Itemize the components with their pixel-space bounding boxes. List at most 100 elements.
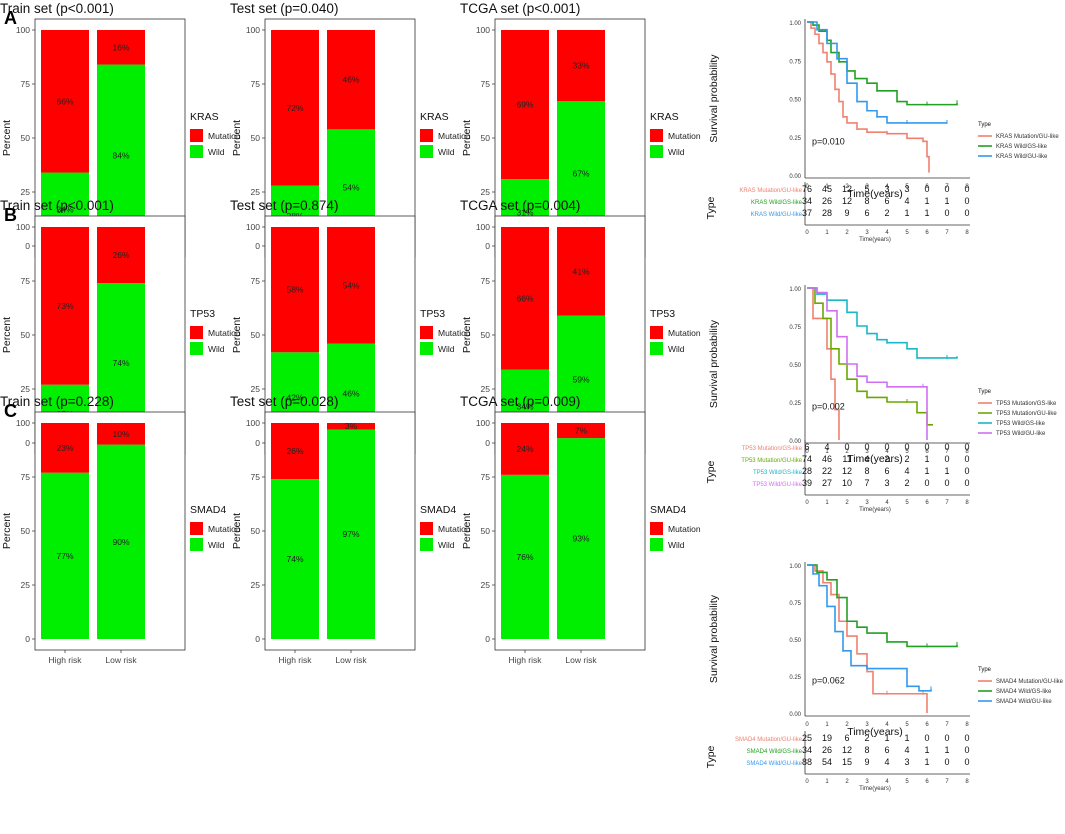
survival-x-tick-label: 5 bbox=[905, 184, 909, 190]
y-tick-label: 0 bbox=[25, 634, 30, 644]
survival-x-tick-label: 5 bbox=[905, 449, 909, 455]
x-tick-label: Low risk bbox=[565, 655, 597, 665]
survival-y-tick-label: 0.50 bbox=[789, 638, 801, 644]
legend-title: KRAS bbox=[420, 111, 449, 123]
y-tick-label: 75 bbox=[251, 276, 261, 286]
chart-title: Train set (p<0.001) bbox=[0, 198, 114, 213]
risk-value: 2 bbox=[884, 454, 889, 464]
y-tick-label: 100 bbox=[246, 418, 260, 428]
data-label-wild: 46% bbox=[342, 388, 359, 398]
chart-title: TCGA set (p<0.001) bbox=[460, 1, 580, 16]
bar-mutation-high-risk bbox=[41, 423, 89, 473]
legend-swatch-mutation bbox=[190, 129, 203, 142]
legend-C-1: SMAD4 Mutation Wild bbox=[190, 504, 241, 551]
risk-value: 4 bbox=[904, 745, 909, 755]
risk-value: 1 bbox=[924, 208, 929, 218]
survival-legend-label-1: SMAD4 Mutation/GU-like bbox=[996, 679, 1064, 685]
risk-value: 54 bbox=[822, 757, 832, 767]
data-label-mutation: 41% bbox=[572, 266, 589, 276]
y-tick-label: 25 bbox=[481, 580, 491, 590]
risk-value: 6 bbox=[884, 196, 889, 206]
survival-legend-label-3: KRAS Wild/GU-like bbox=[996, 154, 1048, 160]
survival-x-tick-label: 0 bbox=[805, 722, 809, 728]
survival-y-tick-label: 0.25 bbox=[789, 675, 801, 681]
chart-title: Train set (p<0.001) bbox=[0, 1, 114, 16]
risk-row-label-1: KRAS Mutation/GU-like bbox=[739, 188, 802, 194]
risk-x-axis-label: Time(years) bbox=[859, 786, 891, 792]
risk-value: 0 bbox=[964, 478, 969, 488]
bar-mutation-low-risk bbox=[327, 423, 375, 430]
survival-x-axis-label: Time(years) bbox=[847, 188, 903, 200]
risk-value: 3 bbox=[884, 184, 889, 194]
y-axis-label: Percent bbox=[461, 513, 473, 549]
bar-mutation-high-risk bbox=[41, 227, 89, 385]
risk-value: 9 bbox=[864, 757, 869, 767]
risk-x-tick-label: 6 bbox=[925, 500, 929, 506]
risk-value: 4 bbox=[824, 442, 829, 452]
bar-mutation-high-risk bbox=[501, 423, 549, 475]
y-tick-label: 75 bbox=[481, 276, 491, 286]
risk-value: 26 bbox=[822, 745, 832, 755]
legend-title: TP53 bbox=[650, 308, 675, 320]
y-axis-label: Percent bbox=[1, 120, 13, 156]
risk-value: 1 bbox=[884, 733, 889, 743]
legend-swatch-wild bbox=[650, 342, 663, 355]
y-tick-label: 50 bbox=[21, 133, 31, 143]
survival-curve-1 bbox=[807, 287, 840, 440]
survival-x-tick-label: 8 bbox=[965, 722, 969, 728]
risk-value: 2 bbox=[864, 733, 869, 743]
y-tick-label: 75 bbox=[21, 472, 31, 482]
risk-value: 4 bbox=[904, 466, 909, 476]
survival-x-tick-label: 4 bbox=[885, 449, 889, 455]
data-label-wild: 84% bbox=[112, 150, 129, 160]
bar-wild-low-risk bbox=[557, 438, 605, 639]
risk-value: 4 bbox=[864, 454, 869, 464]
legend-swatch-mutation bbox=[650, 129, 663, 142]
y-tick-label: 0 bbox=[485, 241, 490, 251]
bar-wild-high-risk bbox=[501, 474, 549, 639]
data-label-wild: 31% bbox=[516, 208, 533, 218]
risk-value: 6 bbox=[864, 208, 869, 218]
data-label-wild: 42% bbox=[286, 393, 303, 403]
risk-x-tick-label: 2 bbox=[845, 230, 849, 236]
survival-x-tick-label: 2 bbox=[845, 184, 849, 190]
survival-curve-2 bbox=[807, 287, 933, 426]
risk-value: 0 bbox=[964, 442, 969, 452]
data-label-mutation: 24% bbox=[516, 444, 533, 454]
risk-value: 1 bbox=[924, 196, 929, 206]
bar-mutation-low-risk bbox=[557, 227, 605, 316]
y-tick-label: 50 bbox=[251, 526, 261, 536]
survival-pvalue: p=0.010 bbox=[812, 136, 845, 146]
survival-x-tick-label: 4 bbox=[885, 722, 889, 728]
data-label-mutation: 26% bbox=[112, 250, 129, 260]
risk-x-axis-label: Time(years) bbox=[859, 237, 891, 243]
risk-value: 0 bbox=[964, 184, 969, 194]
y-tick-label: 0 bbox=[255, 438, 260, 448]
risk-value: 0 bbox=[964, 454, 969, 464]
y-axis-label: Percent bbox=[461, 120, 473, 156]
survival-x-tick-label: 1 bbox=[825, 449, 829, 455]
chart-title: Train set (p=0.228) bbox=[0, 394, 114, 409]
y-tick-label: 75 bbox=[251, 472, 261, 482]
data-label-mutation: 16% bbox=[112, 42, 129, 52]
y-tick-label: 0 bbox=[485, 438, 490, 448]
bar-chart-C-1: Train set (p=0.228) Percent 0 25 50 75 100 77% 2… bbox=[0, 394, 186, 665]
risk-value: 0 bbox=[964, 757, 969, 767]
y-tick-label: 75 bbox=[481, 472, 491, 482]
survival-pvalue: p=0.062 bbox=[812, 675, 845, 685]
risk-value: 1 bbox=[944, 466, 949, 476]
legend-title: SMAD4 bbox=[190, 504, 226, 516]
data-label-mutation: 46% bbox=[342, 75, 359, 85]
bar-mutation-low-risk bbox=[327, 227, 375, 344]
survival-y-tick-label: 1.00 bbox=[789, 287, 801, 293]
risk-value: 0 bbox=[904, 442, 909, 452]
risk-value: 12 bbox=[842, 184, 852, 194]
risk-value: 19 bbox=[822, 733, 832, 743]
y-tick-label: 100 bbox=[246, 25, 260, 35]
data-label-wild: 67% bbox=[572, 169, 589, 179]
risk-value: 0 bbox=[964, 466, 969, 476]
legend-C-2: SMAD4 Mutation Wild bbox=[420, 504, 471, 551]
risk-x-tick-label: 5 bbox=[905, 500, 909, 506]
data-label-wild: 90% bbox=[112, 537, 129, 547]
risk-value: 3 bbox=[904, 184, 909, 194]
